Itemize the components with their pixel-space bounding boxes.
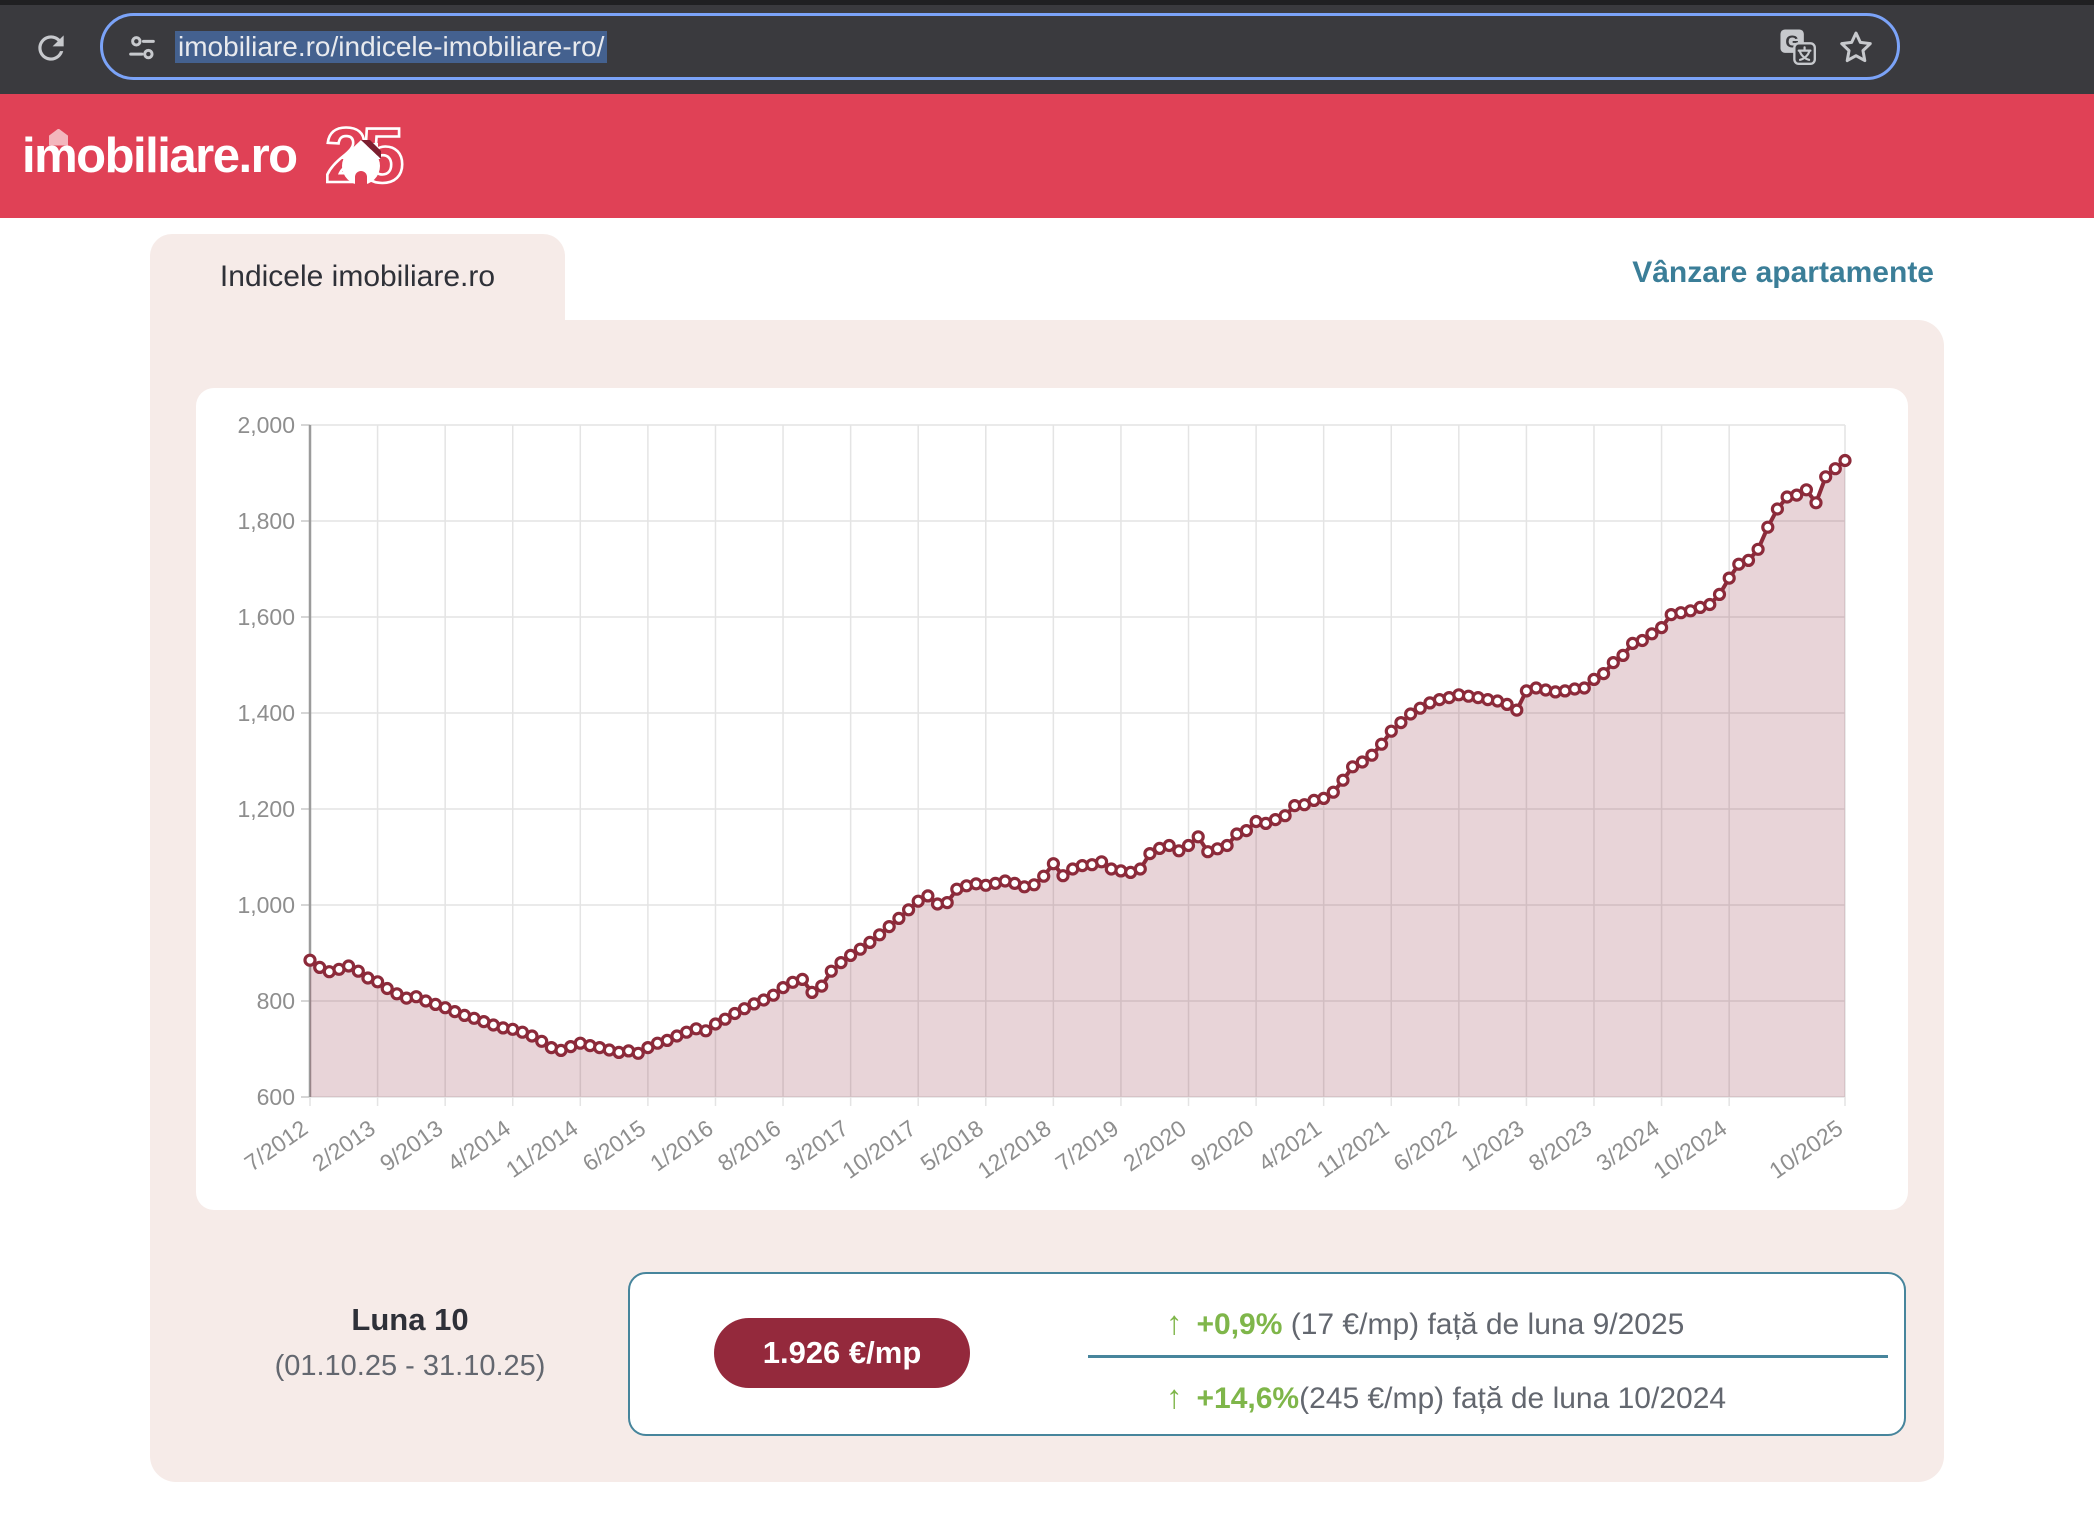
logo-house-icon (49, 128, 68, 146)
svg-text:2/2013: 2/2013 (307, 1115, 380, 1177)
svg-text:8/2016: 8/2016 (713, 1115, 786, 1177)
svg-text:1,200: 1,200 (237, 796, 295, 822)
month-label: Luna 10 (351, 1302, 469, 1337)
svg-text:2/2020: 2/2020 (1118, 1115, 1191, 1177)
chart-panel: 600 800 1,000 1,200 1,400 1,600 1,800 2,000 7/20… (196, 388, 1908, 1210)
svg-text:1,800: 1,800 (237, 508, 295, 534)
svg-text:10/2017: 10/2017 (837, 1115, 920, 1184)
svg-text:10/2025: 10/2025 (1764, 1115, 1847, 1184)
svg-text:11/2014: 11/2014 (501, 1115, 583, 1183)
stats-box: 1.926 €/mp ↑ +0,9% (17 €/mp) față de luna… (628, 1272, 1906, 1436)
stat-month-over-month: ↑ +0,9% (17 €/mp) față de luna 9/2025 (1166, 1304, 1684, 1342)
google-translate-icon: G (1779, 28, 1817, 69)
svg-text:10/2024: 10/2024 (1648, 1115, 1731, 1184)
bookmark-button[interactable] (1837, 28, 1875, 66)
svg-text:9/2020: 9/2020 (1186, 1115, 1259, 1177)
toolbar-top-edge (0, 0, 2094, 5)
stats-divider (1088, 1355, 1888, 1358)
svg-text:7/2012: 7/2012 (240, 1115, 313, 1177)
svg-text:1,400: 1,400 (237, 700, 295, 726)
brand-logo-text: imobiliare.ro (22, 129, 298, 183)
price-value: 1.926 €/mp (762, 1335, 922, 1370)
browser-toolbar: imobiliare.ro/indicele-imobiliare-ro/ G (0, 0, 2094, 94)
svg-text:11/2021: 11/2021 (1312, 1115, 1394, 1183)
svg-text:600: 600 (257, 1084, 295, 1110)
svg-text:6/2015: 6/2015 (578, 1115, 651, 1177)
stat-year-over-year: ↑ +14,6%(245 €/mp) față de luna 10/2024 (1166, 1378, 1726, 1416)
index-card: 600 800 1,000 1,200 1,400 1,600 1,800 2,000 7/20… (150, 320, 1944, 1482)
url-input[interactable]: imobiliare.ro/indicele-imobiliare-ro/ (175, 30, 1779, 63)
svg-text:8/2023: 8/2023 (1524, 1115, 1597, 1177)
omnibox-actions: G (1779, 28, 1875, 66)
star-outline-icon (1837, 31, 1875, 69)
svg-text:1/2016: 1/2016 (645, 1115, 718, 1177)
site-settings-icon (125, 35, 159, 67)
anniversary-badge: 25 (309, 109, 414, 200)
svg-text:2,000: 2,000 (237, 412, 295, 438)
svg-text:1/2023: 1/2023 (1456, 1115, 1529, 1177)
svg-text:7/2019: 7/2019 (1051, 1115, 1124, 1177)
svg-text:9/2013: 9/2013 (375, 1115, 448, 1177)
up-arrow-icon: ↑ (1166, 1304, 1183, 1341)
brand-logo[interactable]: imobiliare.ro 25 (22, 109, 414, 200)
svg-text:1,000: 1,000 (237, 892, 295, 918)
tab-title: Indicele imobiliare.ro (219, 260, 496, 293)
month-period: (01.10.25 - 31.10.25) (274, 1350, 546, 1382)
sale-apartments-link[interactable]: Vânzare apartamente (1632, 256, 1934, 289)
reload-icon (32, 35, 70, 70)
translate-button[interactable]: G (1779, 28, 1817, 66)
reload-button[interactable] (32, 29, 70, 67)
svg-text:6/2022: 6/2022 (1389, 1115, 1462, 1177)
badge-house-icon (340, 139, 381, 185)
current-month-block: Luna 10 (01.10.25 - 31.10.25) (240, 1302, 580, 1383)
svg-text:1,600: 1,600 (237, 604, 295, 630)
url-selected-text: imobiliare.ro/indicele-imobiliare-ro/ (175, 30, 608, 63)
tab-indicele-imobiliare[interactable]: Indicele imobiliare.ro (150, 234, 565, 320)
yoy-detail: (245 €/mp) față de luna 10/2024 (1299, 1382, 1727, 1415)
svg-text:12/2018: 12/2018 (973, 1115, 1056, 1184)
mom-detail: (17 €/mp) față de luna 9/2025 (1282, 1308, 1685, 1341)
svg-text:800: 800 (257, 988, 295, 1014)
mom-percent: +0,9% (1196, 1308, 1283, 1341)
index-chart[interactable]: 600 800 1,000 1,200 1,400 1,600 1,800 2,000 7/20… (196, 388, 1908, 1210)
omnibox[interactable]: imobiliare.ro/indicele-imobiliare-ro/ G (100, 13, 1900, 80)
site-header: imobiliare.ro 25 (0, 94, 2094, 218)
site-settings-button[interactable] (125, 30, 159, 64)
price-badge: 1.926 €/mp (714, 1318, 970, 1388)
yoy-percent: +14,6% (1196, 1382, 1300, 1415)
up-arrow-icon: ↑ (1166, 1378, 1183, 1415)
